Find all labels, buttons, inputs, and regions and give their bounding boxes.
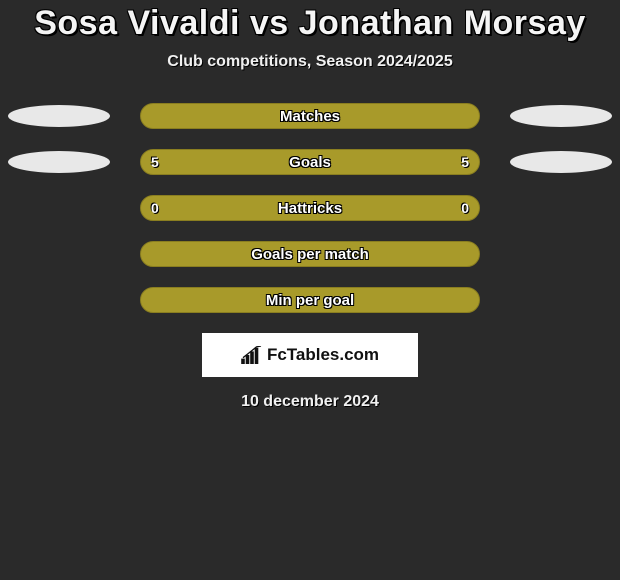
date-text: 10 december 2024	[0, 393, 620, 411]
stat-left-value: 0	[151, 200, 159, 216]
page-title: Sosa Vivaldi vs Jonathan Morsay	[0, 4, 620, 43]
right-ellipse	[510, 105, 612, 127]
left-ellipse	[8, 105, 110, 127]
left-ellipse	[8, 151, 110, 173]
right-ellipse	[510, 151, 612, 173]
stat-bar: 0 Hattricks 0	[140, 195, 480, 221]
stat-bar: Matches	[140, 103, 480, 129]
stat-label: Hattricks	[278, 200, 342, 217]
stat-row: Goals per match	[0, 241, 620, 267]
stat-right-value: 0	[461, 200, 469, 216]
logo-text: FcTables.com	[267, 345, 379, 365]
stat-row: Min per goal	[0, 287, 620, 313]
stat-left-value: 5	[151, 154, 159, 170]
stat-row: Matches	[0, 103, 620, 129]
logo-box: FcTables.com	[202, 333, 418, 377]
stats-container: Matches 5 Goals 5 0 Hattricks 0 Goals per match…	[0, 103, 620, 313]
stat-label: Min per goal	[266, 292, 354, 309]
stat-label: Goals	[289, 154, 331, 171]
stat-bar: 5 Goals 5	[140, 149, 480, 175]
stat-right-value: 5	[461, 154, 469, 170]
stat-label: Goals per match	[251, 246, 369, 263]
bars-icon	[241, 346, 263, 364]
stat-row: 5 Goals 5	[0, 149, 620, 175]
stat-bar: Goals per match	[140, 241, 480, 267]
stat-label: Matches	[280, 108, 340, 125]
stat-bar: Min per goal	[140, 287, 480, 313]
subtitle: Club competitions, Season 2024/2025	[0, 53, 620, 71]
stat-row: 0 Hattricks 0	[0, 195, 620, 221]
